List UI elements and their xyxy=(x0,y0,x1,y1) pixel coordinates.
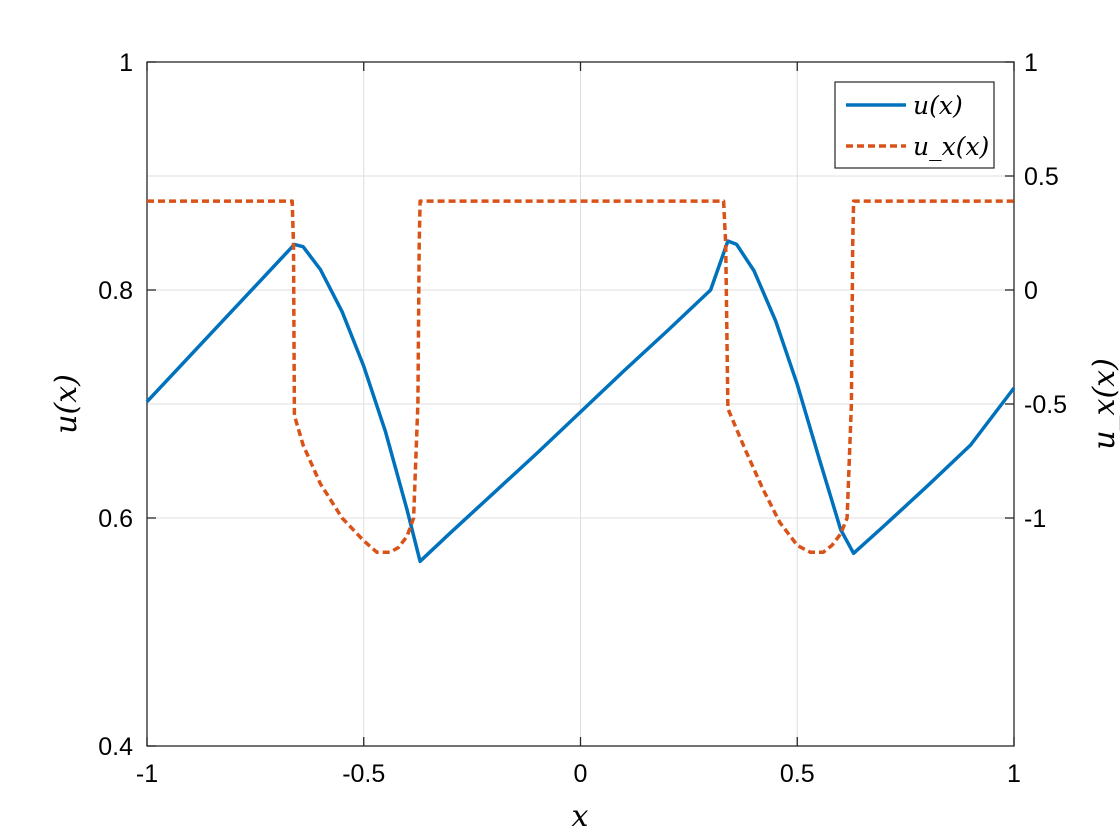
y-right-tick-label: 0.5 xyxy=(1024,163,1059,191)
x-tick-label: 0 xyxy=(574,760,588,788)
y-right-axis-title: u_x(x) xyxy=(1087,358,1120,450)
y-left-tick-label: 1 xyxy=(119,49,133,77)
y-right-tick-label: -0.5 xyxy=(1024,391,1067,419)
y-right-tick-label: 1 xyxy=(1024,49,1038,77)
x-tick-label: -0.5 xyxy=(342,760,385,788)
x-tick-label: -1 xyxy=(136,760,158,788)
grid-lines xyxy=(147,62,1014,746)
y-left-tick-labels: 0.4 0.6 0.8 1 xyxy=(98,49,133,761)
x-axis-title: x xyxy=(572,799,589,834)
legend-label-u: u(x) xyxy=(913,91,963,120)
y-left-axis-title: u(x) xyxy=(49,374,84,434)
y-right-tick-label: -1 xyxy=(1024,505,1046,533)
legend-label-ux: u_x(x) xyxy=(913,132,989,161)
legend-box xyxy=(834,81,995,169)
y-right-tick-label: 0 xyxy=(1024,277,1038,305)
legend: u(x) u_x(x) xyxy=(834,81,995,169)
y-right-tick-labels: -1 -0.5 0 0.5 1 xyxy=(1024,49,1067,533)
x-tick-labels: -1 -0.5 0 0.5 1 xyxy=(136,760,1021,788)
x-tick-label: 1 xyxy=(1007,760,1021,788)
series-line-u xyxy=(145,239,1016,564)
series-line-ux xyxy=(147,199,1014,554)
series-group xyxy=(145,199,1016,564)
y-left-tick-label: 0.8 xyxy=(98,277,133,305)
x-tick-label: 0.5 xyxy=(780,760,815,788)
tick-marks xyxy=(146,61,1015,747)
y-left-tick-label: 0.6 xyxy=(98,505,133,533)
y-left-tick-label: 0.4 xyxy=(98,733,133,761)
